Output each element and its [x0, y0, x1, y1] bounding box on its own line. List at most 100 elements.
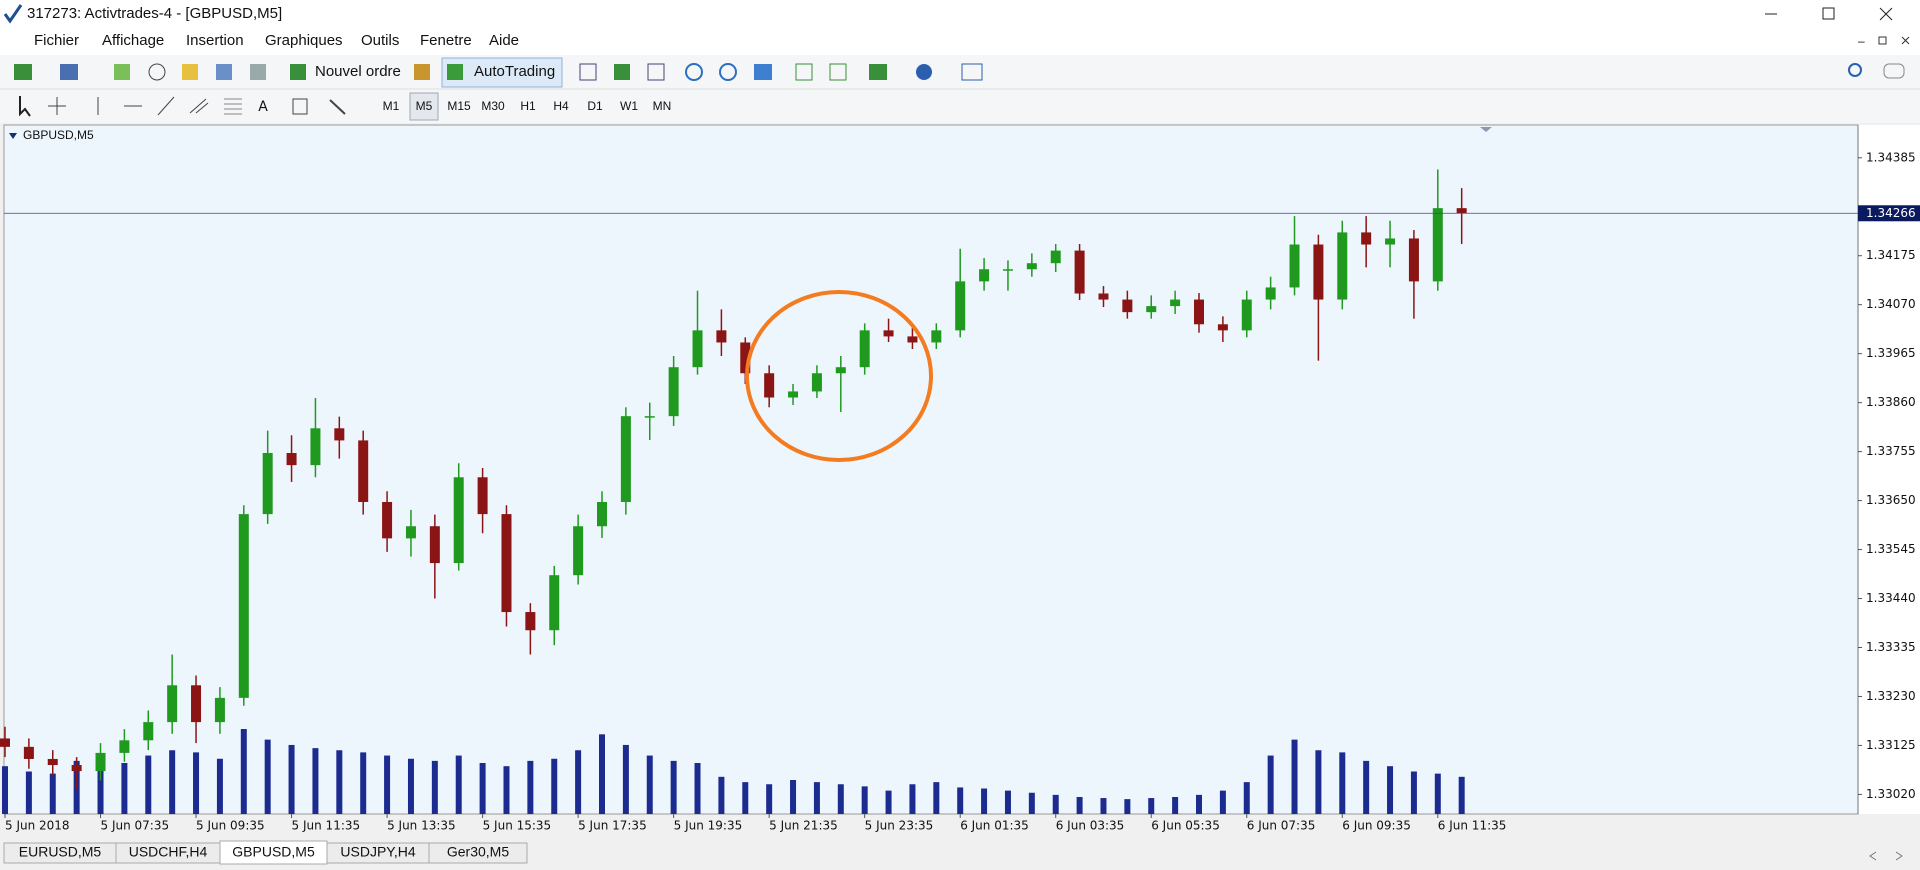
timeframe-button[interactable]: MN [653, 99, 672, 113]
icon[interactable] [719, 63, 737, 81]
icon[interactable] [869, 64, 887, 80]
tab-label[interactable]: Ger30,M5 [447, 844, 509, 860]
timeframe-button[interactable]: H1 [520, 99, 536, 113]
icon[interactable] [916, 64, 932, 80]
label-tool[interactable] [292, 98, 308, 115]
icon[interactable] [754, 64, 772, 80]
candle-body [1385, 238, 1396, 245]
volume-bar [1458, 776, 1465, 814]
y-tick-label: 1.33440 [1866, 591, 1916, 605]
volume-bar [1267, 755, 1274, 814]
timeframe-button[interactable]: H4 [553, 99, 569, 113]
icon[interactable] [114, 64, 130, 80]
timeframe-button[interactable]: M15 [447, 99, 471, 113]
icon[interactable] [579, 63, 597, 81]
candle-body [167, 685, 178, 723]
icon[interactable] [14, 64, 32, 80]
volume-bar [790, 780, 797, 814]
current-price-label: 1.34266 [1866, 206, 1916, 220]
mdi-minimize[interactable]: – [1858, 34, 1865, 48]
timeframe-button[interactable]: M30 [481, 99, 505, 113]
x-tick-label: 6 Jun 05:35 [1151, 819, 1220, 833]
menu-item[interactable]: Affichage [102, 32, 164, 49]
tab-label[interactable]: GBPUSD,M5 [232, 844, 315, 860]
tab-label[interactable]: USDCHF,H4 [129, 844, 208, 860]
volume-bar [575, 750, 582, 814]
icon[interactable] [290, 64, 306, 80]
tab[interactable] [428, 842, 528, 864]
candle-body [620, 416, 631, 502]
restore-button[interactable] [1822, 7, 1835, 20]
menu-item[interactable]: Aide [489, 32, 519, 49]
autotrading-label[interactable]: AutoTrading [474, 63, 555, 80]
x-tick-label: 5 Jun 09:35 [196, 819, 265, 833]
candle-body [668, 367, 679, 417]
menu-item[interactable]: Graphiques [265, 32, 343, 49]
volume-bar [551, 758, 558, 814]
volume-bar [527, 760, 534, 814]
icon[interactable] [795, 63, 813, 81]
menu-item[interactable]: Fenetre [420, 32, 472, 49]
x-tick-label: 6 Jun 01:35 [960, 819, 1029, 833]
icon[interactable] [250, 64, 266, 80]
timeframe-button[interactable]: W1 [620, 99, 638, 113]
tab-label[interactable]: USDJPY,H4 [340, 844, 415, 860]
timeframe-button[interactable]: M5 [416, 99, 433, 113]
chart-tabs: EURUSD,M5 USDCHF,H4 GBPUSD,M5 USDJPY,H4 Ger3… [3, 840, 528, 865]
symbol-menu[interactable] [9, 133, 17, 139]
close-button[interactable] [1879, 7, 1893, 21]
icon[interactable] [148, 63, 166, 81]
candle-body [692, 330, 703, 368]
icon[interactable] [414, 64, 430, 80]
candle-body [0, 738, 10, 747]
menu-item[interactable]: Outils [361, 32, 399, 49]
volume-bar [503, 766, 510, 814]
cursor-tool[interactable] [19, 96, 31, 117]
icon[interactable] [216, 64, 232, 80]
icon[interactable] [182, 64, 198, 80]
menu-item[interactable]: Insertion [186, 32, 244, 49]
x-tick-label: 6 Jun 09:35 [1342, 819, 1411, 833]
candle-body [191, 685, 202, 723]
volume-bar [49, 773, 56, 814]
candle-body [788, 391, 799, 398]
crosshair-tool[interactable] [48, 97, 66, 115]
fibo-tool[interactable] [224, 98, 242, 115]
candle-body [405, 526, 416, 539]
text-tool[interactable]: A [258, 99, 268, 115]
menu-item[interactable]: Fichier [34, 32, 79, 49]
y-tick-label: 1.33755 [1866, 444, 1916, 458]
y-tick-label: 1.34385 [1866, 150, 1916, 164]
icon[interactable] [614, 64, 630, 80]
icon[interactable] [961, 63, 983, 81]
candle-body [1313, 244, 1324, 300]
search-icon[interactable] [1848, 63, 1862, 77]
candle-body [907, 336, 918, 343]
icon[interactable] [829, 63, 847, 81]
mdi-close[interactable] [1901, 36, 1910, 45]
volume-bar [1315, 750, 1322, 814]
tab-scroll[interactable] [1869, 851, 1903, 861]
chat-icon[interactable] [1883, 63, 1905, 79]
channel-tool[interactable] [189, 98, 209, 114]
icon[interactable] [647, 63, 665, 81]
tab-label[interactable]: EURUSD,M5 [19, 844, 102, 860]
candle-body [1170, 299, 1181, 307]
x-tick-label: 5 Jun 19:35 [674, 819, 743, 833]
arrow-tool[interactable] [329, 99, 346, 115]
new-order-button[interactable]: Nouvel ordre [315, 63, 401, 80]
volume-bar [1243, 782, 1250, 814]
trendline-tool[interactable] [157, 96, 175, 116]
candle-body [1050, 250, 1061, 264]
candle-body [835, 367, 846, 374]
timeframe-button[interactable]: D1 [587, 99, 603, 113]
volume-bar [813, 782, 820, 814]
mdi-restore[interactable] [1878, 36, 1887, 45]
candle-body [382, 501, 393, 539]
icon[interactable] [60, 64, 78, 80]
icon[interactable] [447, 64, 463, 80]
timeframe-button[interactable]: M1 [383, 99, 400, 113]
icon[interactable] [685, 63, 703, 81]
volume-bar [1076, 797, 1083, 814]
